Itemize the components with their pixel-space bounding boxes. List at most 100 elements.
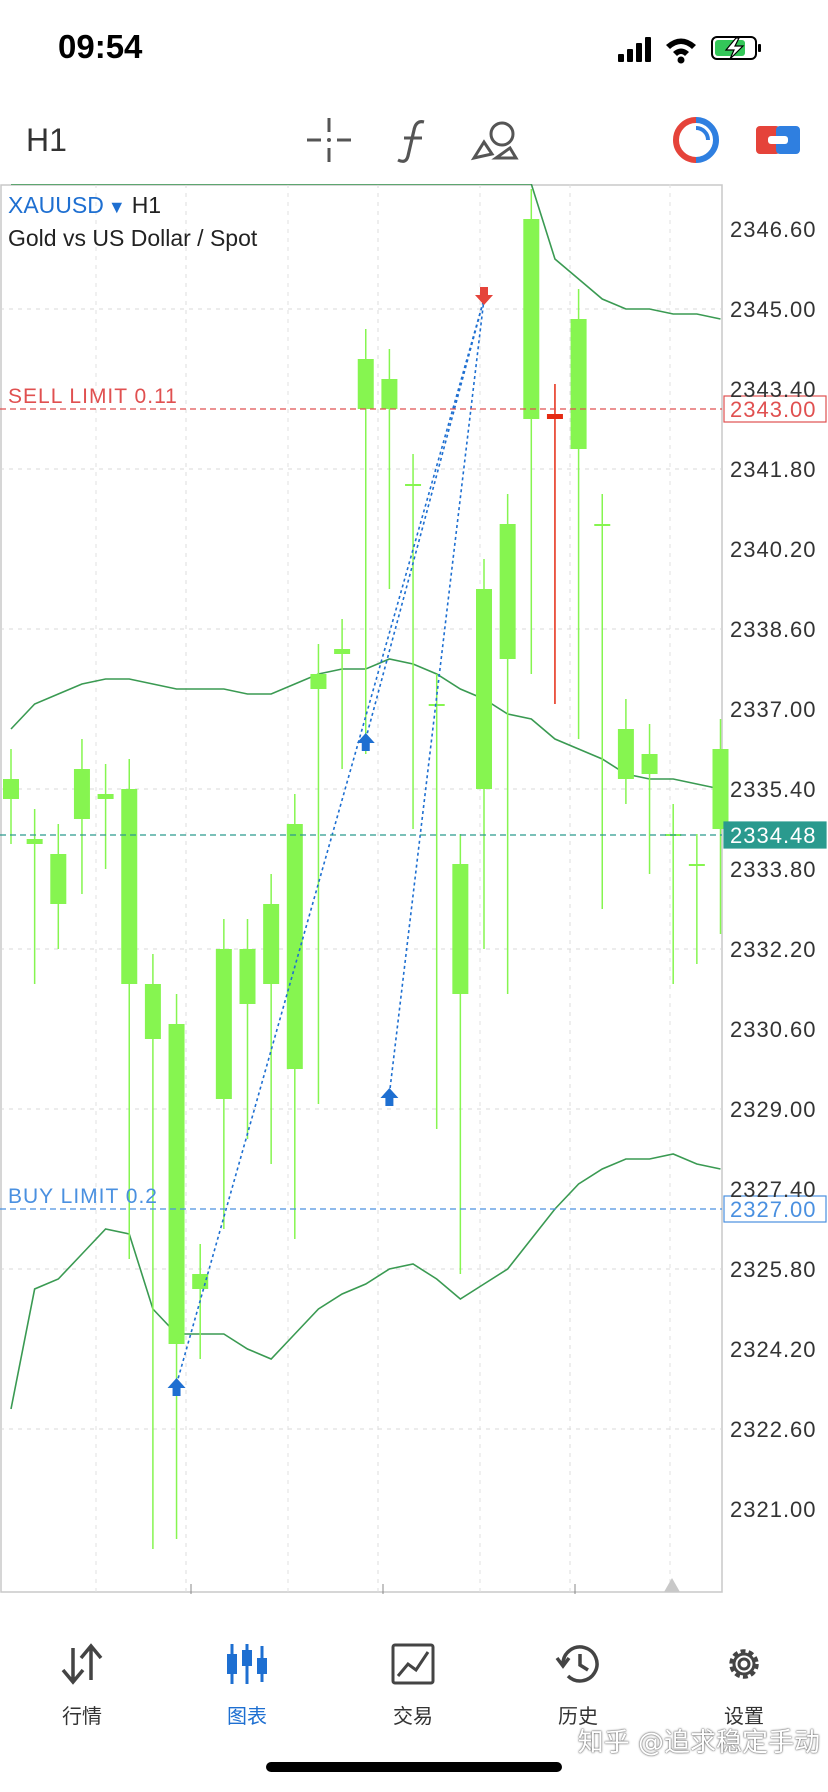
candle-body — [405, 484, 422, 486]
candle-body — [688, 864, 705, 866]
trade-toggle-icon[interactable] — [752, 114, 804, 166]
sell-limit-label: SELL LIMIT 0.11 — [8, 385, 178, 408]
buy-limit-label: BUY LIMIT 0.2 — [8, 1185, 158, 1208]
one-click-trading-icon[interactable] — [670, 114, 722, 166]
tab-label: 历史 — [558, 1704, 598, 1728]
candle-body — [26, 839, 43, 844]
candle-body — [50, 854, 67, 904]
price-chart[interactable]: SELL LIMIT 0.11 2343.00 BUY LIMIT 0.2 2327.… — [0, 184, 828, 1594]
bid-price-label-box — [723, 821, 827, 849]
y-tick-label: 2340.20 — [730, 537, 817, 562]
tab-label: 行情 — [62, 1704, 102, 1728]
candle-body — [594, 524, 611, 526]
candle-body — [499, 524, 516, 659]
chart-timeframe: H1 — [131, 192, 162, 218]
trade-icon — [391, 1643, 435, 1685]
y-tick-label: 2333.80 — [730, 857, 817, 882]
battery-charging-icon — [711, 36, 761, 60]
tab-label: 图表 — [227, 1704, 267, 1728]
candle-body — [570, 319, 587, 449]
y-tick-label: 2332.20 — [730, 937, 817, 962]
candle-body — [121, 789, 138, 984]
candle-body — [239, 949, 256, 1004]
chart-header: XAUUSD ▼ H1 Gold vs US Dollar / Spot — [8, 192, 257, 252]
y-tick-label: 2330.60 — [730, 1017, 817, 1042]
home-indicator — [266, 1762, 562, 1772]
bollinger-upper-band — [11, 184, 721, 320]
chart-toolbar: H1 — [0, 100, 828, 186]
y-tick-label: 2327.40 — [730, 1177, 817, 1202]
tab-chart[interactable]: 图表 — [187, 1642, 307, 1729]
candle-body — [452, 864, 469, 994]
candle-body — [215, 949, 232, 1099]
candle-body — [73, 769, 90, 819]
y-tick-label: 2338.60 — [730, 617, 817, 642]
y-tick-label: 2329.00 — [730, 1097, 817, 1122]
candle-body — [97, 794, 114, 799]
trade-link-line — [364, 298, 485, 740]
candle-body — [334, 649, 351, 654]
candle-body — [523, 219, 540, 419]
clock: 09:54 — [58, 28, 143, 65]
candle-body — [617, 729, 634, 779]
crosshair-icon[interactable] — [303, 114, 355, 166]
chart-icon — [227, 1644, 267, 1684]
watermark: 知乎 @追求稳定手动 — [577, 1728, 820, 1758]
symbol-selector[interactable]: XAUUSD — [8, 192, 104, 218]
tab-quotes[interactable]: 行情 — [22, 1642, 142, 1729]
candle-body — [546, 414, 563, 419]
candle-body — [144, 984, 161, 1039]
symbol-description: Gold vs US Dollar / Spot — [8, 225, 258, 251]
buy-limit-price: 2327.00 — [730, 1197, 817, 1222]
bid-price-label: 2334.48 — [730, 823, 817, 848]
y-tick-label: 2341.80 — [730, 457, 817, 482]
y-tick-label: 2346.60 — [730, 217, 817, 242]
status-bar: 09:54 — [0, 0, 828, 100]
buy-arrow-icon — [380, 1088, 399, 1106]
sell-limit-price: 2343.00 — [730, 397, 817, 422]
signal-icon — [618, 37, 651, 62]
trade-link-line — [388, 298, 485, 1095]
history-icon — [555, 1645, 599, 1683]
buy-arrow-icon — [167, 1378, 186, 1396]
y-tick-label: 2324.20 — [730, 1337, 817, 1362]
scroll-end-icon — [664, 1578, 680, 1592]
y-tick-label: 2325.80 — [730, 1257, 817, 1282]
plot-frame — [0, 184, 723, 1593]
quotes-icon — [61, 1643, 103, 1685]
candle-body — [286, 824, 303, 1069]
candle-body — [381, 379, 398, 409]
sell-arrow-icon — [475, 287, 493, 305]
tab-history[interactable]: 历史 — [518, 1642, 638, 1729]
tab-label: 设置 — [724, 1704, 764, 1728]
candle-body — [712, 749, 729, 829]
y-tick-label: 2337.00 — [730, 697, 817, 722]
tab-settings[interactable]: 设置 — [684, 1642, 804, 1729]
candle-body — [192, 1274, 209, 1289]
candle-body — [3, 779, 19, 799]
tab-label: 交易 — [393, 1704, 433, 1728]
bottom-tab-bar: 行情 图表 交易 历史 设置 — [0, 1622, 828, 1732]
buy-limit-price-box — [723, 1195, 827, 1223]
status-icons — [618, 36, 761, 64]
tab-trade[interactable]: 交易 — [353, 1642, 473, 1729]
indicators-icon[interactable] — [388, 114, 440, 166]
candle-body — [641, 754, 658, 774]
candle-body — [357, 359, 374, 409]
candle-body — [310, 674, 327, 689]
objects-icon[interactable] — [470, 114, 522, 166]
y-tick-label: 2322.60 — [730, 1417, 817, 1442]
wifi-icon — [666, 38, 696, 64]
y-tick-label: 2343.40 — [730, 377, 817, 402]
chevron-down-icon[interactable]: ▼ — [107, 197, 126, 217]
buy-arrow-icon — [356, 733, 375, 751]
timeframe-button[interactable]: H1 — [26, 122, 67, 158]
y-tick-label: 2345.00 — [730, 297, 817, 322]
candle-body — [263, 904, 280, 984]
settings-icon — [729, 1649, 759, 1679]
y-tick-label: 2321.00 — [730, 1497, 817, 1522]
y-tick-label: 2335.40 — [730, 777, 817, 802]
trade-link-line — [175, 298, 485, 1385]
candle-body — [476, 589, 492, 789]
candle-body — [168, 1024, 185, 1344]
